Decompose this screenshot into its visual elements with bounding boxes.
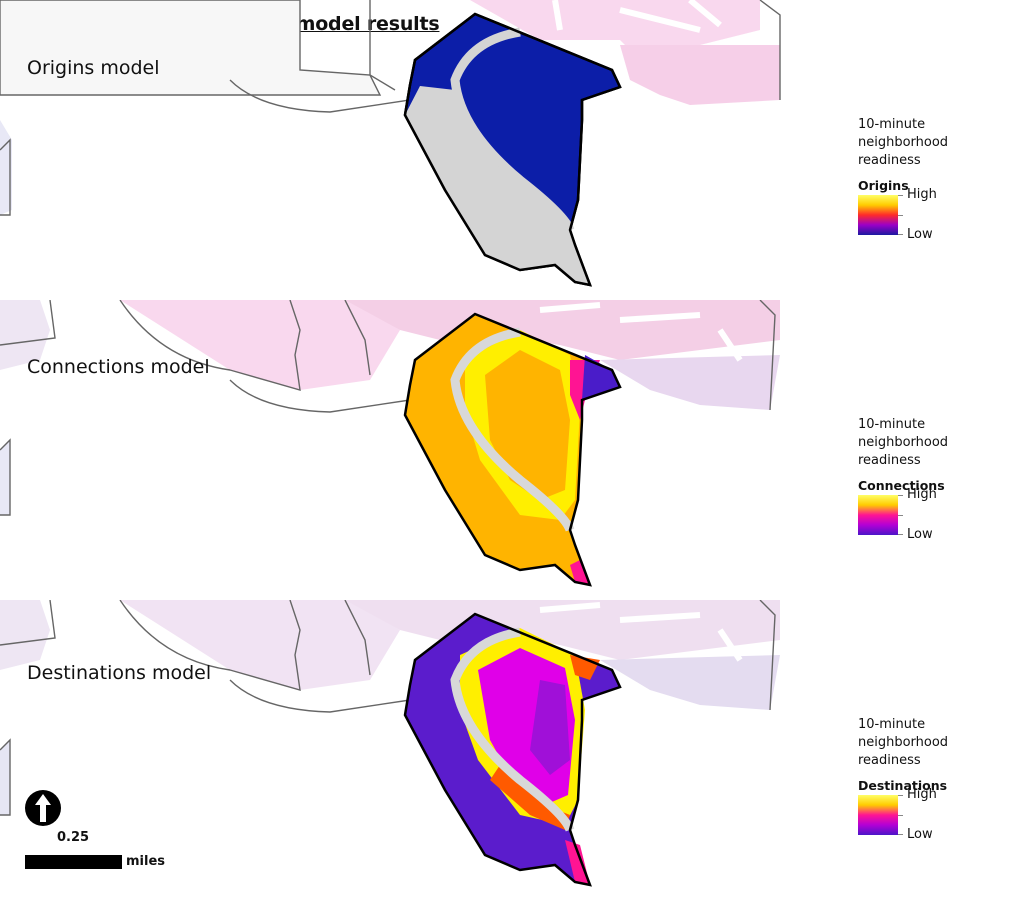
destinations-map-panel: Destinations model 10-minute neighborhoo… — [0, 600, 1025, 900]
legend-origins: 10-minute neighborhood readiness Origins… — [858, 116, 1018, 242]
origins-map-panel: Origins model 10-minute neighborhood rea… — [0, 0, 1025, 300]
origins-map — [0, 0, 781, 287]
destinations-map — [0, 600, 780, 887]
legend-color-ramp: High Low — [858, 787, 937, 842]
legend-heading: 10-minute neighborhood readiness — [858, 717, 949, 768]
legend-connections: 10-minute neighborhood readiness Connect… — [858, 416, 1018, 542]
connections-map-panel: Connections model 10-minute neighborhood… — [0, 300, 1025, 600]
study-area — [403, 312, 622, 587]
study-area — [403, 12, 622, 287]
panel-label-destinations: Destinations model — [27, 662, 212, 684]
legend-low-label: Low — [907, 827, 933, 842]
scale-value: 0.25 — [57, 830, 90, 845]
legend-destinations: 10-minute neighborhood readiness Destina… — [858, 716, 1018, 842]
surrounding-context — [0, 0, 781, 216]
legend-low-label: Low — [907, 227, 933, 242]
legend-color-ramp: High Low — [858, 187, 937, 242]
legend-high-label: High — [907, 187, 937, 202]
scale-bar — [25, 855, 122, 869]
scale-unit: miles — [126, 854, 166, 869]
panel-label-origins: Origins model — [27, 57, 160, 79]
surrounding-context — [0, 600, 780, 816]
legend-high-label: High — [907, 787, 937, 802]
legend-heading: 10-minute neighborhood readiness — [858, 417, 949, 468]
legend-model-name: Origins — [858, 178, 909, 193]
legend-model-name: Connections — [858, 478, 945, 493]
study-area — [403, 612, 622, 887]
panel-label-connections: Connections model — [27, 356, 210, 378]
legend-heading: 10-minute neighborhood readiness — [858, 117, 949, 168]
legend-low-label: Low — [907, 527, 933, 542]
connections-map — [0, 300, 780, 587]
north-arrow-icon — [25, 790, 61, 826]
surrounding-context — [0, 300, 780, 516]
legend-model-name: Destinations — [858, 778, 948, 793]
legend-high-label: High — [907, 487, 937, 502]
legend-color-ramp: High Low — [858, 487, 937, 542]
